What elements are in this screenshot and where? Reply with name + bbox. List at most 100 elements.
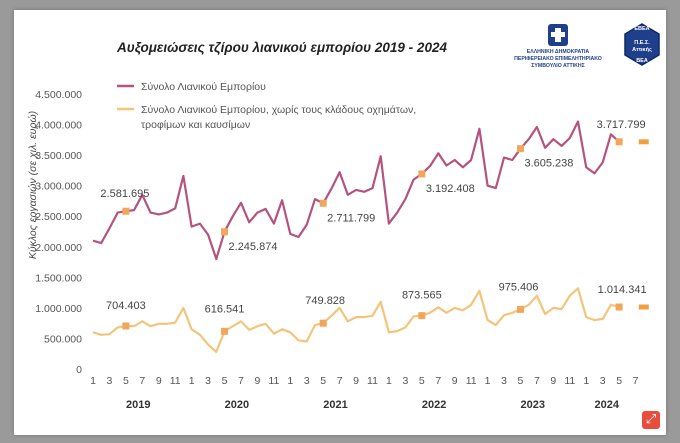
- x-tick-label: 11: [170, 375, 181, 387]
- year-label: 2021: [323, 399, 347, 411]
- series-line-retail-excluding: [92, 287, 620, 353]
- year-label: 2019: [126, 399, 150, 411]
- data-label: 2.581.695: [100, 188, 149, 200]
- y-tick-label: 2.500.000: [35, 211, 82, 223]
- x-tick-label: 3: [501, 375, 507, 387]
- logo-line3: ΣΥΜΒΟΥΛΙΟ ΑΤΤΙΚΗΣ: [531, 63, 584, 69]
- data-label: 2.711.799: [327, 212, 375, 224]
- data-label: 1.014.341: [598, 284, 647, 296]
- x-tick-label: 5: [518, 375, 524, 387]
- badge-shape-icon: [624, 23, 660, 66]
- x-tick-label: 9: [254, 375, 260, 387]
- x-tick-label: 11: [268, 375, 279, 387]
- chart-svg: Αυξομειώσεις τζίρου λιανικού εμπορίου 20…: [27, 23, 660, 411]
- data-label: 616.541: [205, 303, 245, 315]
- annotation-markers: [122, 138, 623, 335]
- x-tick-label: 9: [550, 375, 556, 387]
- badge-line2: Αττικής: [632, 47, 652, 53]
- chart-card: Αυξομειώσεις τζίρου λιανικού εμπορίου 20…: [14, 10, 666, 435]
- zoom-icon[interactable]: ⤢: [642, 411, 660, 429]
- x-axis: 1 3 5 7 9 11 1 3 5 7 9 11 1 3 5 7 9 11 1 3 5 7 9 11 1 3 5 7 9 11 1 3 5 72…: [90, 375, 639, 411]
- annotation-marker: [319, 199, 327, 207]
- x-tick-label: 11: [367, 375, 378, 387]
- year-label: 2024: [595, 399, 620, 411]
- annotation-marker: [418, 312, 426, 320]
- x-tick-label: 7: [139, 375, 145, 387]
- legend-item-series2: Σύνολο Λιανικού Εμπορίου, χωρίς τους κλά…: [117, 104, 416, 131]
- annotation-marker: [516, 145, 524, 153]
- x-tick-label: 7: [633, 375, 639, 387]
- data-label: 704.403: [106, 300, 146, 312]
- x-tick-label: 1: [583, 375, 589, 387]
- greek-emblem-logo: ΕΛΛΗΝΙΚΗ ΔΗΜΟΚΡΑΤΙΑ ΠΕΡΙΦΕΡΕΙΑΚΟ ΕΠΙΜΕΛΗ…: [514, 24, 602, 69]
- x-tick-label: 1: [189, 375, 195, 387]
- x-tick-label: 7: [534, 375, 540, 387]
- x-tick-label: 5: [222, 375, 228, 387]
- badge-ring-bottom: ΒΕΑ: [636, 58, 648, 64]
- logo-line1: ΕΛΛΗΝΙΚΗ ΔΗΜΟΚΡΑΤΙΑ: [527, 49, 590, 55]
- x-tick-label: 3: [402, 375, 408, 387]
- year-label: 2023: [521, 399, 545, 411]
- y-tick-label: 1.500.000: [35, 272, 82, 284]
- y-tick-label: 4.000.000: [35, 120, 82, 132]
- x-tick-label: 7: [337, 375, 343, 387]
- annotation-marker: [615, 138, 623, 146]
- legend-item-series1: Σύνολο Λιανικού Εμπορίου: [117, 81, 266, 93]
- annotation-marker: [516, 305, 524, 313]
- x-tick-label: 5: [616, 375, 622, 387]
- annotation-marker: [319, 319, 327, 327]
- y-axis: 0 500.000 1.000.000 1.500.000 2.000.000 2.500…: [35, 89, 82, 376]
- x-tick-label: 3: [600, 375, 606, 387]
- data-label: 2.245.874: [229, 241, 278, 253]
- y-tick-label: 500.000: [44, 333, 82, 345]
- y-tick-label: 3.500.000: [35, 150, 82, 162]
- year-label: 2022: [422, 399, 446, 411]
- x-tick-label: 1: [287, 375, 293, 387]
- annotation-marker: [221, 327, 229, 335]
- x-tick-label: 1: [386, 375, 392, 387]
- x-tick-label: 11: [564, 375, 575, 387]
- y-tick-label: 0: [76, 364, 82, 376]
- annotation-marker: [221, 228, 229, 236]
- annotation-marker: [122, 322, 130, 330]
- x-tick-label: 9: [353, 375, 359, 387]
- data-label: 975.406: [499, 281, 539, 293]
- x-tick-label: 3: [304, 375, 310, 387]
- x-tick-label: 7: [435, 375, 441, 387]
- legend-label-series2-line2: τροφίμων και καυσίμων: [141, 119, 250, 131]
- projection-marks: [638, 139, 649, 310]
- y-tick-label: 3.000.000: [35, 181, 82, 193]
- x-tick-label: 7: [238, 375, 244, 387]
- x-tick-label: 5: [320, 375, 326, 387]
- annotation-marker: [418, 170, 426, 178]
- x-tick-label: 1: [90, 375, 96, 387]
- x-tick-label: 5: [419, 375, 425, 387]
- x-tick-label: 11: [466, 375, 477, 387]
- year-label: 2020: [225, 399, 249, 411]
- projection-mark: [638, 304, 649, 310]
- x-tick-label: 3: [107, 375, 113, 387]
- x-tick-label: 3: [205, 375, 211, 387]
- data-label: 3.605.238: [524, 158, 573, 170]
- data-label: 873.565: [402, 290, 442, 302]
- series-lines: [92, 120, 620, 353]
- x-tick-label: 9: [156, 375, 162, 387]
- data-label: 3.192.408: [426, 183, 475, 195]
- annotation-marker: [122, 207, 130, 215]
- projection-mark: [638, 139, 649, 145]
- legend-label-series2-line1: Σύνολο Λιανικού Εμπορίου, χωρίς τους κλά…: [141, 104, 416, 116]
- logo-line2: ΠΕΡΙΦΕΡΕΙΑΚΟ ΕΠΙΜΕΛΗΤΗΡΙΑΚΟ: [514, 56, 602, 62]
- y-tick-label: 2.000.000: [35, 242, 82, 254]
- series-line-total-retail: [92, 120, 620, 261]
- y-tick-label: 4.500.000: [35, 89, 82, 101]
- emblem-icon: [548, 24, 568, 46]
- annotation-marker: [615, 303, 623, 311]
- x-tick-label: 5: [123, 375, 129, 387]
- legend-label-series1: Σύνολο Λιανικού Εμπορίου: [141, 81, 266, 93]
- x-tick-label: 1: [485, 375, 491, 387]
- legend: Σύνολο Λιανικού Εμπορίου Σύνολο Λιανικού…: [117, 81, 416, 131]
- badge-ring-top: ΕΒΕΑ: [634, 26, 649, 32]
- data-labels: 2.581.695 2.245.874 2.711.799 3.192.408 3.60…: [100, 119, 646, 316]
- data-label: 3.717.799: [597, 119, 646, 131]
- x-tick-label: 9: [452, 375, 458, 387]
